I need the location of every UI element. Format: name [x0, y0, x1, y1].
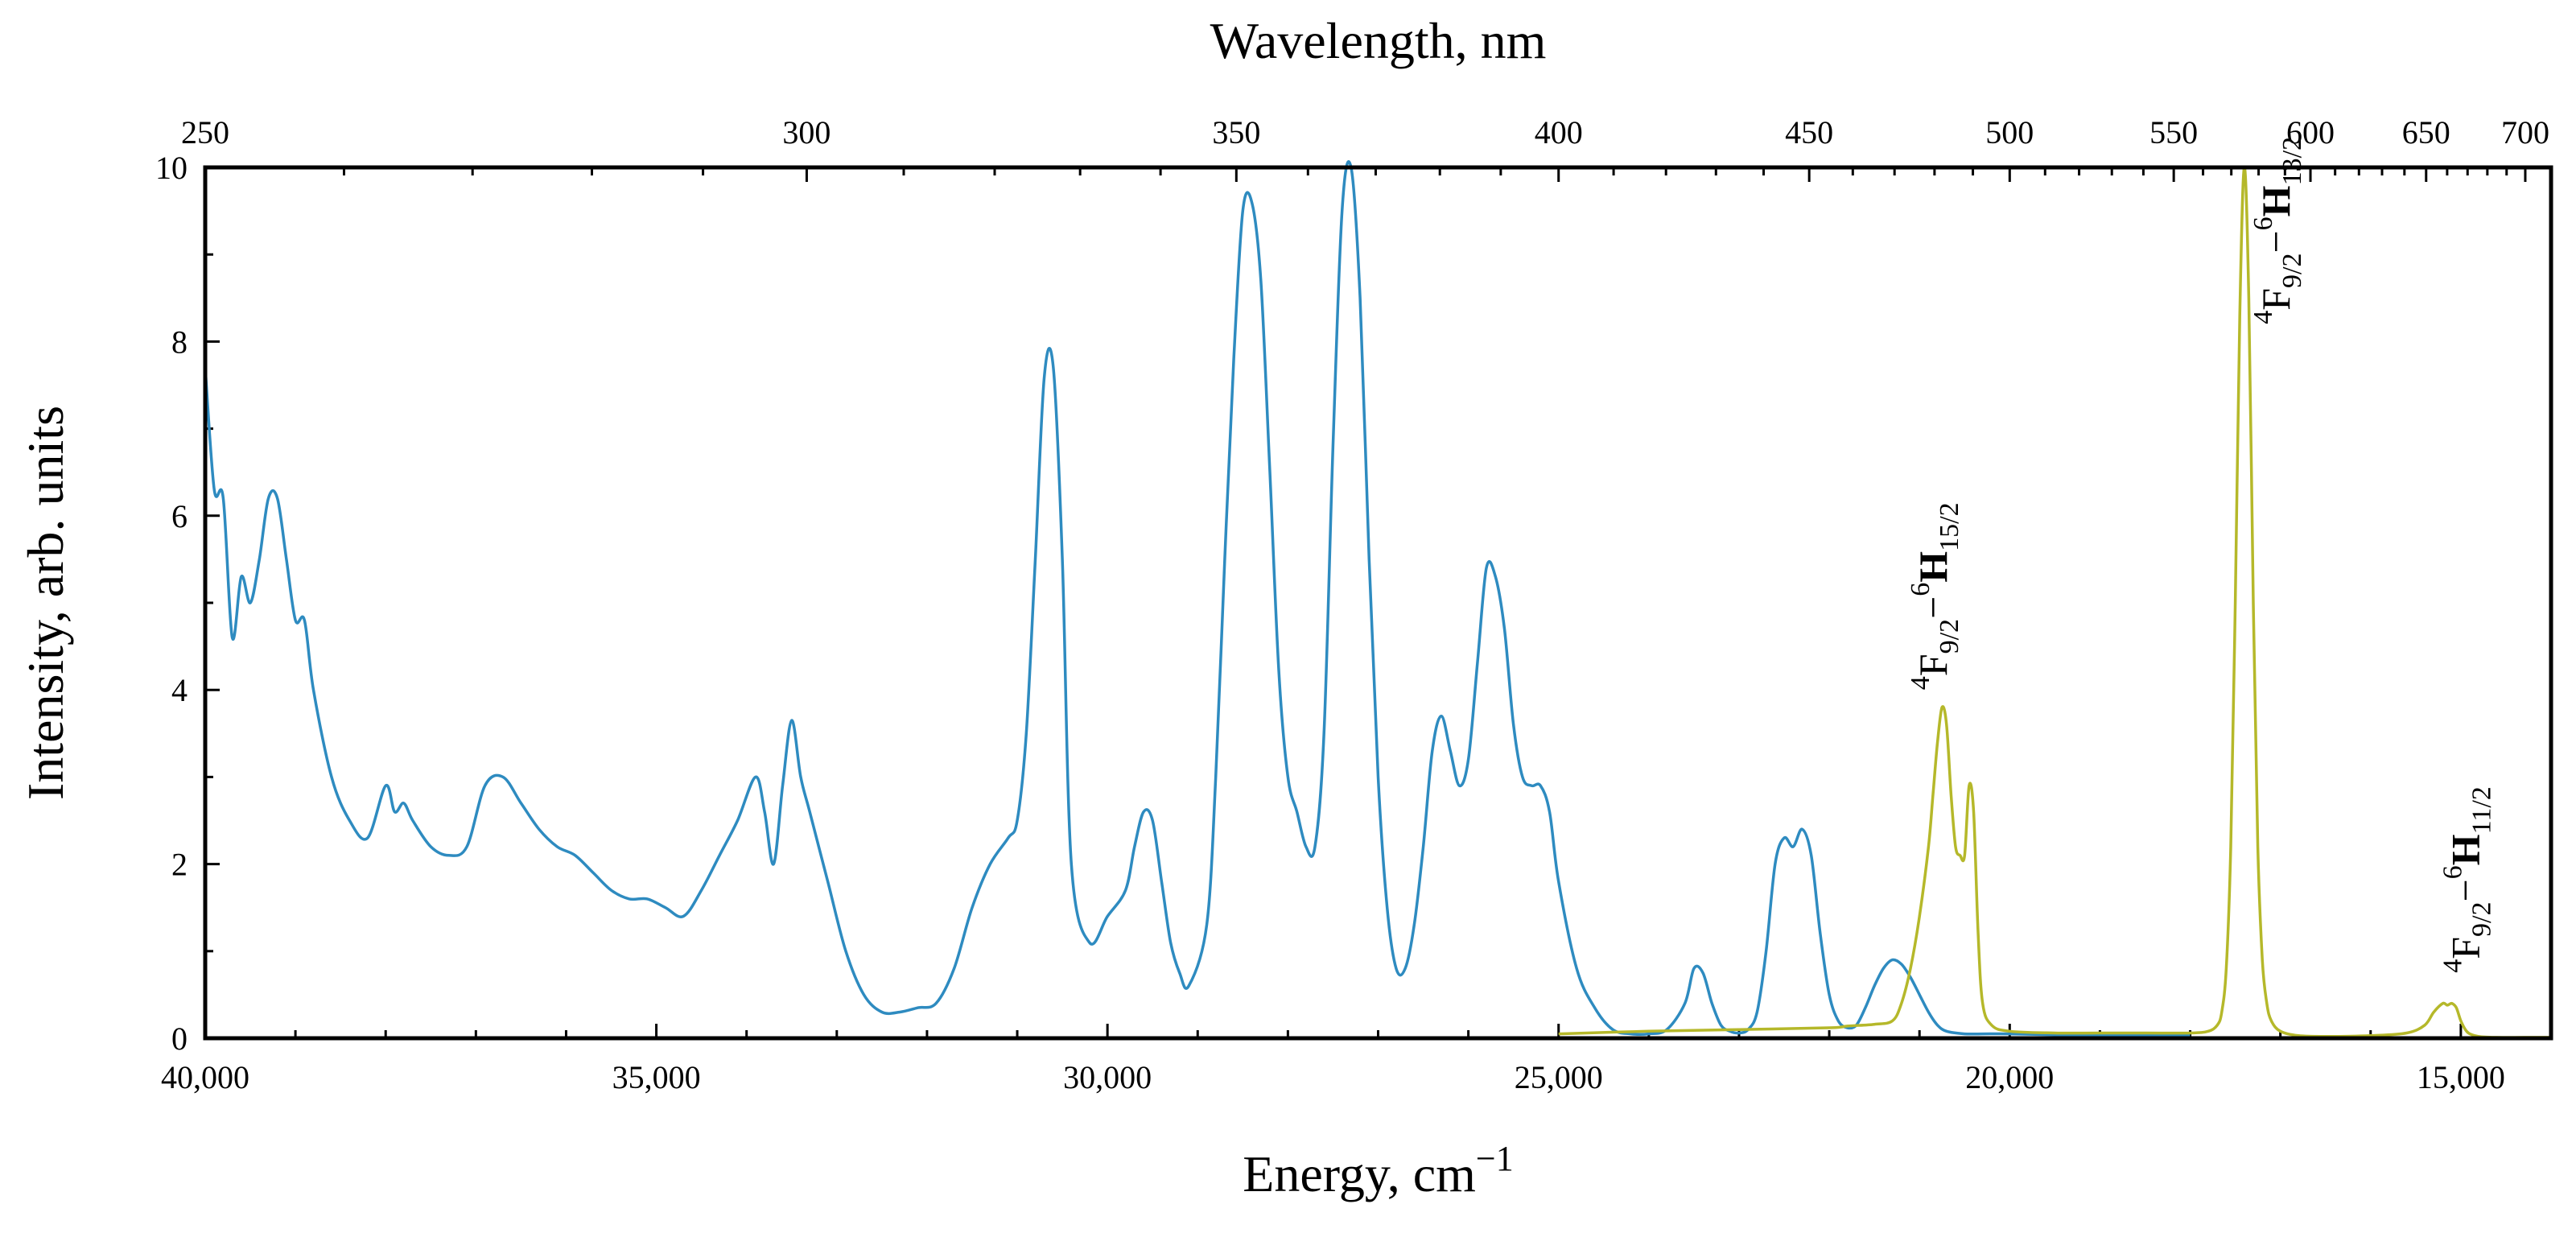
annot-11-2-part: 4	[2438, 959, 2467, 973]
annot-11-2-part: −	[2442, 879, 2487, 901]
x-tick-label: 30,000	[1063, 1059, 1152, 1095]
annot-11-2: 4F9/2−6H11/2	[2438, 786, 2496, 973]
top-tick-label: 550	[2149, 114, 2198, 151]
top-tick-label: 450	[1785, 114, 1833, 151]
top-tick-label: 350	[1212, 114, 1260, 151]
bottom-axis-title-sup: −1	[1476, 1139, 1514, 1178]
annot-15-2-part: −	[1910, 596, 1956, 619]
annot-15-2-part: H	[1910, 551, 1956, 583]
top-tick-label: 650	[2402, 114, 2450, 151]
annot-13-2-part: 13/2	[2277, 137, 2307, 185]
annot-11-2-part: 11/2	[2467, 786, 2496, 834]
annot-13-2-part: 6	[2248, 216, 2278, 230]
annot-13-2-part: F	[2253, 288, 2298, 311]
annot-11-2-part: H	[2442, 834, 2487, 865]
annot-11-2-part: 9/2	[2467, 902, 2496, 937]
x-tick-label: 15,000	[2417, 1059, 2505, 1095]
top-tick-label: 400	[1535, 114, 1583, 151]
y-tick-label: 0	[171, 1021, 188, 1057]
annot-13-2-part: 9/2	[2277, 254, 2307, 288]
annot-13-2-part: 4	[2248, 311, 2278, 324]
annot-11-2-part: F	[2442, 937, 2487, 959]
bottom-axis-title-main: Energy, cm	[1243, 1145, 1476, 1202]
annot-13-2-part: H	[2253, 185, 2298, 216]
x-tick-label: 25,000	[1515, 1059, 1603, 1095]
x-tick-label: 20,000	[1965, 1059, 2054, 1095]
y-tick-label: 8	[171, 324, 188, 360]
top-tick-label: 600	[2286, 114, 2335, 151]
top-axis-title: Wavelength, nm	[1210, 12, 1547, 69]
x-tick-label: 40,000	[161, 1059, 249, 1095]
emission-series-line	[1558, 166, 2552, 1039]
annot-15-2-part: 6	[1906, 583, 1935, 596]
annot-15-2-part: 4	[1906, 676, 1935, 690]
bottom-axis-ticks: 40,000 35,000 30,000 25,000 20,000 15,000	[161, 1024, 2553, 1095]
annot-11-2-part: 6	[2438, 865, 2467, 879]
top-axis-ticks: 250 300 350 400 450 500 550 600 650 700	[181, 114, 2549, 182]
excitation-series-line	[204, 160, 2191, 1037]
top-tick-label: 500	[1985, 114, 2034, 151]
top-tick-label: 700	[2501, 114, 2549, 151]
top-tick-label: 300	[782, 114, 831, 151]
top-tick-label: 250	[181, 114, 229, 151]
annot-15-2-part: F	[1910, 654, 1956, 676]
left-axis-title: Intensity, arb. units	[17, 406, 74, 800]
bottom-axis-title: Energy, cm−1	[1243, 1139, 1514, 1202]
y-tick-label: 2	[171, 847, 188, 883]
annot-15-2: 4F9/2−6H15/2	[1906, 502, 1964, 690]
y-tick-label: 10	[155, 150, 188, 186]
y-tick-label: 6	[171, 498, 188, 534]
annot-15-2-part: 15/2	[1935, 502, 1964, 551]
y-tick-label: 4	[171, 672, 188, 708]
left-axis-ticks: 0 2 4 6 8 10	[155, 150, 220, 1057]
annot-15-2-part: 9/2	[1935, 619, 1964, 654]
annot-13-2: 4F9/2−6H13/2	[2248, 137, 2307, 324]
plot-frame	[203, 165, 2553, 1041]
x-tick-label: 35,000	[612, 1059, 701, 1095]
series-layer	[204, 160, 2552, 1039]
annot-13-2-part: −	[2253, 230, 2298, 253]
